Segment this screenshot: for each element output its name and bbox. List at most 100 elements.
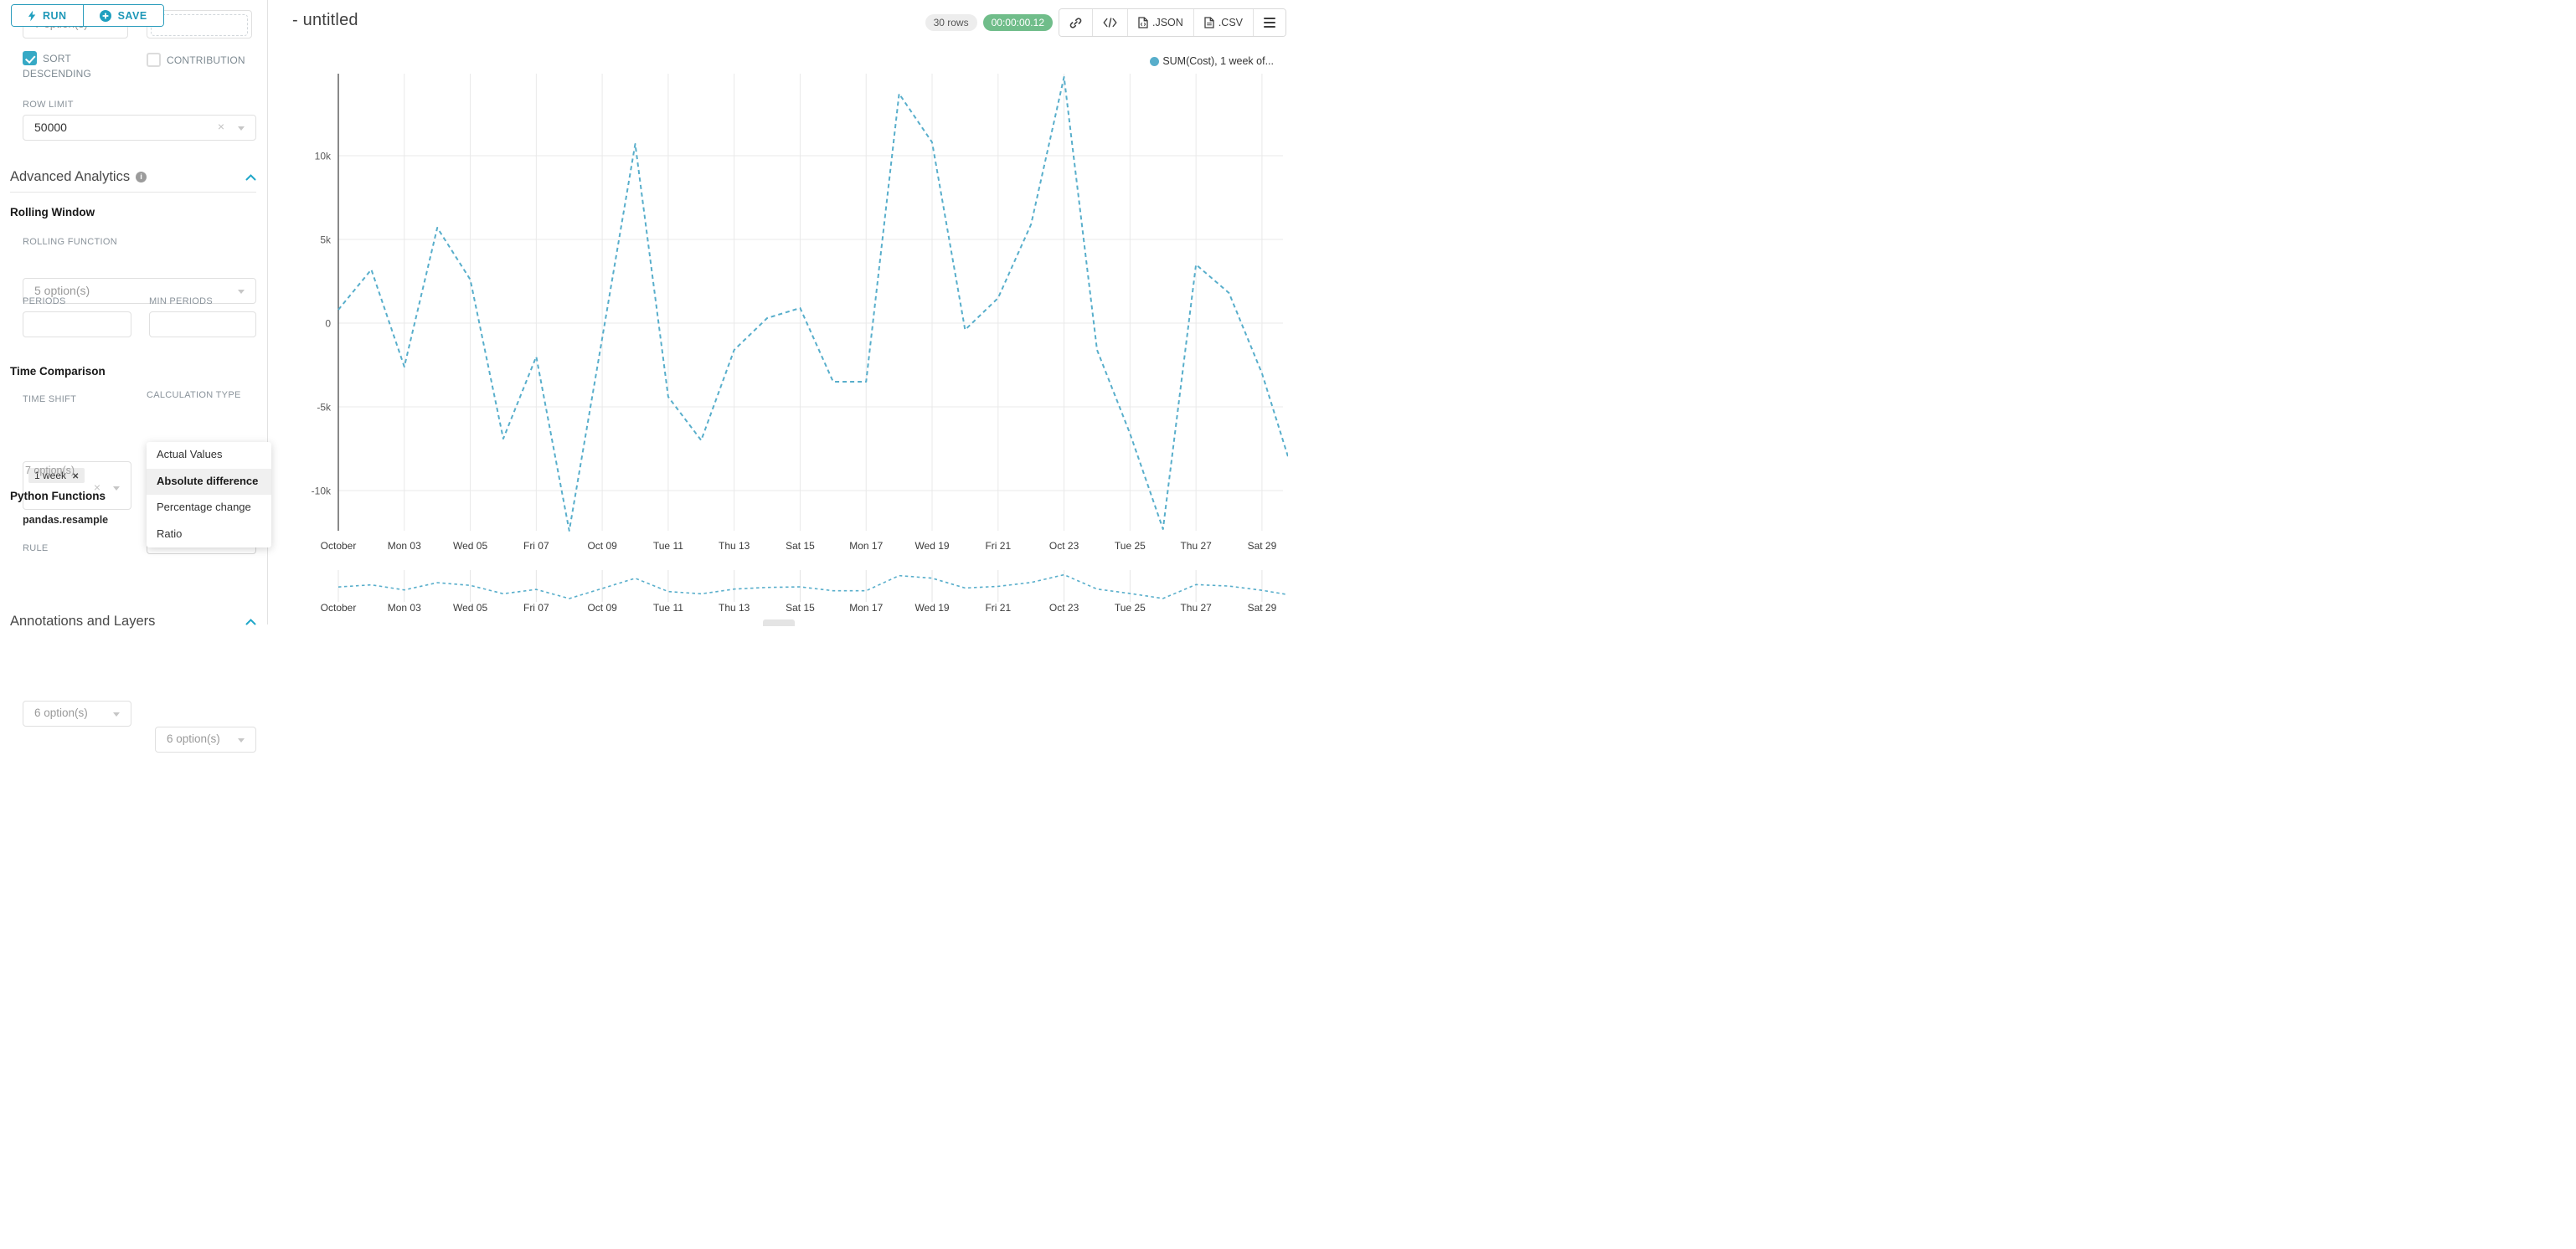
clear-icon[interactable]: × xyxy=(217,120,224,133)
time-shift-helper: 7 option(s) xyxy=(25,465,75,476)
min-periods-input[interactable] xyxy=(149,311,256,337)
save-button[interactable]: SAVE xyxy=(82,5,163,26)
svg-text:Mon 17: Mon 17 xyxy=(849,540,883,552)
svg-text:October: October xyxy=(321,602,357,614)
rolling-window-title: Rolling Window xyxy=(10,206,95,218)
svg-text:Sat 29: Sat 29 xyxy=(1248,540,1277,552)
chart-legend[interactable]: SUM(Cost), 1 week of... xyxy=(1150,55,1274,67)
chevron-up-icon[interactable] xyxy=(245,618,256,625)
copy-link-button[interactable] xyxy=(1059,9,1092,36)
svg-text:-5k: -5k xyxy=(317,402,332,414)
drop-metric-placeholder xyxy=(151,14,248,36)
chevron-up-icon[interactable] xyxy=(245,173,256,181)
chevron-down-icon xyxy=(238,738,245,743)
periods-input[interactable] xyxy=(23,311,131,337)
svg-text:Tue 25: Tue 25 xyxy=(1115,602,1146,614)
svg-text:Oct 09: Oct 09 xyxy=(587,602,617,614)
dropdown-option-absolute-difference[interactable]: Absolute difference xyxy=(147,468,271,495)
sort-descending-label: SORT DESCENDING xyxy=(23,53,92,80)
svg-text:-10k: -10k xyxy=(312,486,332,497)
dropdown-option-ratio[interactable]: Ratio xyxy=(157,527,183,540)
sort-descending-checkbox-row[interactable]: SORT DESCENDING xyxy=(23,51,106,81)
save-label: SAVE xyxy=(117,9,147,22)
contribution-checkbox[interactable] xyxy=(147,53,161,67)
series-line xyxy=(337,76,1288,532)
svg-text:Fri 07: Fri 07 xyxy=(523,602,549,614)
svg-text:Fri 21: Fri 21 xyxy=(985,540,1011,552)
embed-code-button[interactable] xyxy=(1092,9,1127,36)
run-button[interactable]: RUN xyxy=(12,5,83,26)
svg-text:Wed 19: Wed 19 xyxy=(914,540,949,552)
dropdown-option-percentage-change[interactable]: Percentage change xyxy=(157,501,251,513)
sort-descending-checkbox[interactable] xyxy=(23,51,37,65)
periods-label: PERIODS xyxy=(23,296,66,306)
chevron-down-icon xyxy=(113,712,120,717)
timer-badge: 00:00:00.12 xyxy=(982,14,1053,31)
svg-text:Tue 11: Tue 11 xyxy=(653,540,683,552)
svg-text:Thu 27: Thu 27 xyxy=(1180,602,1212,614)
svg-text:Tue 11: Tue 11 xyxy=(653,602,683,614)
advanced-analytics-header[interactable]: Advanced Analytics xyxy=(10,169,256,185)
pandas-resample-label: pandas.resample xyxy=(23,514,109,526)
mini-series-line xyxy=(337,573,1288,599)
export-button-group: .JSON .CSV xyxy=(1059,8,1286,37)
svg-text:Thu 13: Thu 13 xyxy=(719,540,750,552)
file-text-icon xyxy=(1204,17,1214,28)
row-limit-value: 50000 xyxy=(34,121,67,134)
contribution-label: CONTRIBUTION xyxy=(167,54,245,66)
row-limit-select[interactable]: 50000 × xyxy=(23,115,256,141)
rolling-function-label: ROLLING FUNCTION xyxy=(23,237,117,247)
rule-label: RULE xyxy=(23,543,49,553)
svg-text:0: 0 xyxy=(325,318,331,330)
svg-text:Fri 07: Fri 07 xyxy=(523,540,549,552)
rolling-function-select[interactable]: 5 option(s) xyxy=(23,278,256,304)
svg-text:Oct 23: Oct 23 xyxy=(1049,602,1079,614)
clear-icon[interactable]: × xyxy=(93,481,100,494)
tag-remove-icon[interactable]: ✕ xyxy=(72,472,80,481)
rule-placeholder: 6 option(s) xyxy=(167,732,220,745)
results-pane-handle[interactable] xyxy=(763,619,795,626)
rule-select[interactable]: 6 option(s) xyxy=(23,701,131,727)
dropdown-option-actual-values[interactable]: Actual Values xyxy=(157,448,223,460)
json-label: .JSON xyxy=(1152,17,1183,28)
mini-chart-brush[interactable]: October Mon 03 Wed 05 Fri 07 Oct 09 Tue 11 Thu… xyxy=(321,570,1288,614)
svg-text:Wed 05: Wed 05 xyxy=(453,602,487,614)
svg-text:Sat 29: Sat 29 xyxy=(1248,602,1277,614)
lightning-icon xyxy=(28,10,36,21)
time-comparison-title: Time Comparison xyxy=(10,365,106,378)
calculation-type-dropdown: Actual Values Absolute difference Percen… xyxy=(147,442,271,547)
export-csv-button[interactable]: .CSV xyxy=(1193,9,1253,36)
csv-label: .CSV xyxy=(1218,17,1243,28)
chevron-down-icon xyxy=(238,290,245,294)
row-limit-label: ROW LIMIT xyxy=(23,100,74,110)
time-shift-tag[interactable]: 1 week ✕ xyxy=(28,468,85,483)
rule-placeholder: 6 option(s) xyxy=(34,707,88,719)
rule-select-secondary[interactable]: 6 option(s) xyxy=(155,727,256,753)
svg-text:Thu 27: Thu 27 xyxy=(1180,540,1212,552)
menu-button[interactable] xyxy=(1253,9,1285,36)
run-save-button-group: RUN SAVE xyxy=(11,4,164,27)
export-json-button[interactable]: .JSON xyxy=(1127,9,1193,36)
svg-text:Mon 03: Mon 03 xyxy=(388,540,421,552)
svg-text:Sat 15: Sat 15 xyxy=(786,602,815,614)
svg-text:Fri 21: Fri 21 xyxy=(985,602,1011,614)
contribution-checkbox-row[interactable]: CONTRIBUTION xyxy=(147,53,264,68)
svg-text:Wed 05: Wed 05 xyxy=(453,540,487,552)
svg-text:Wed 19: Wed 19 xyxy=(914,602,949,614)
annotations-layers-header[interactable]: Annotations and Layers xyxy=(10,614,256,630)
time-shift-select[interactable]: 1 week ✕ × xyxy=(23,461,131,510)
svg-text:Sat 15: Sat 15 xyxy=(786,540,815,552)
svg-text:Tue 25: Tue 25 xyxy=(1115,540,1146,552)
control-panel: 7 option(s) RUN SAVE SORT DESCEN xyxy=(0,0,271,753)
hamburger-icon xyxy=(1264,17,1275,28)
section-divider xyxy=(10,192,256,193)
calculation-type-label: CALCULATION TYPE xyxy=(147,390,241,400)
chevron-down-icon xyxy=(113,486,120,491)
main-chart-grid xyxy=(337,74,1283,531)
axis-labels: 10k 5k 0 -5k -10k October Mon 03 Wed 05 Fri 07 Oc… xyxy=(312,151,1277,553)
python-functions-title: Python Functions xyxy=(10,490,106,502)
chart-title[interactable]: - untitled xyxy=(292,11,358,29)
svg-text:5k: 5k xyxy=(320,234,332,246)
plus-circle-icon xyxy=(99,9,111,22)
